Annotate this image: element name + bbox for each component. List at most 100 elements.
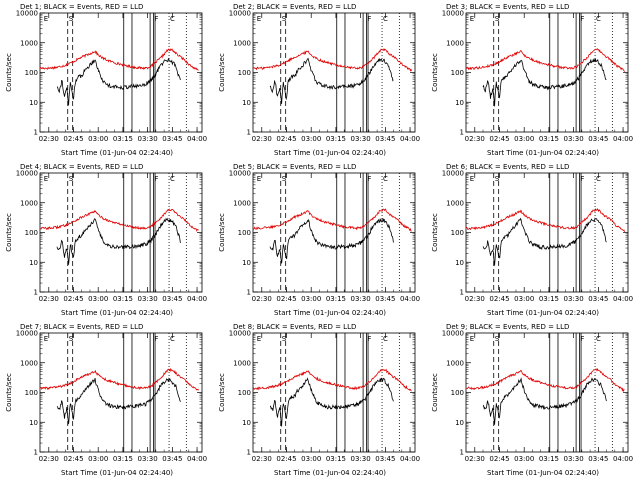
y-tick-label: 10 (242, 259, 251, 267)
y-tick-label: 100 (451, 389, 464, 397)
event-marker-label: C (383, 335, 388, 343)
event-marker-label: F (154, 175, 158, 183)
y-tick-label: 1 (247, 289, 251, 297)
y-tick-label: 10 (455, 419, 464, 427)
y-tick-label: 1000 (446, 39, 464, 47)
x-tick-label: 04:00 (613, 295, 633, 303)
events-series-line (269, 377, 394, 427)
event-marker-label: F (367, 15, 371, 23)
x-tick-label: 03:15 (539, 455, 559, 463)
panel-title: Det 9; BLACK = Events, RED = LLD (446, 323, 569, 331)
event-marker-label: C (596, 175, 601, 183)
panel-title: Det 8; BLACK = Events, RED = LLD (233, 323, 356, 331)
event-marker-label: F (154, 15, 158, 23)
x-tick-label: 04:00 (400, 135, 420, 143)
x-axis-label: Start Time (01-Jun-04 02:24:40) (274, 469, 386, 477)
x-tick-label: 03:30 (351, 135, 371, 143)
x-tick-label: 03:00 (88, 455, 108, 463)
y-tick-label: 1 (460, 129, 464, 137)
x-tick-label: 02:45 (489, 455, 509, 463)
x-tick-label: 03:30 (351, 455, 371, 463)
events-series-line (269, 218, 394, 264)
events-series-line (56, 377, 181, 425)
event-marker-label: C (170, 335, 175, 343)
y-tick-label: 1 (460, 449, 464, 457)
event-marker-label: S (282, 175, 287, 183)
y-tick-label: 1 (34, 449, 38, 457)
event-marker-label: C (170, 175, 175, 183)
x-tick-label: 03:00 (88, 135, 108, 143)
y-tick-label: 10000 (442, 10, 464, 18)
events-series-line (269, 57, 394, 105)
y-tick-label: 10000 (229, 10, 251, 18)
x-tick-label: 02:45 (489, 135, 509, 143)
x-tick-label: 03:30 (138, 455, 158, 463)
plot-area: 1 10 100 1000 10000 02:30 02:45 03:00 03:15 03:30… (442, 10, 633, 144)
detector-panel-8: Det 8; BLACK = Events, RED = LLD 1 10 100 1… (213, 320, 426, 480)
y-tick-label: 100 (238, 229, 251, 237)
y-tick-label: 10 (29, 419, 38, 427)
x-tick-label: 03:45 (588, 135, 608, 143)
x-axis-label: Start Time (01-Jun-04 02:24:40) (61, 309, 173, 317)
x-tick-label: 03:15 (539, 135, 559, 143)
x-tick-label: 03:00 (301, 455, 321, 463)
x-tick-label: 02:45 (63, 295, 83, 303)
plot-area: 1 10 100 1000 10000 02:30 02:45 03:00 03:15 03:30… (16, 330, 207, 464)
y-tick-label: 10000 (16, 330, 38, 338)
y-tick-label: 1000 (446, 359, 464, 367)
event-marker-label: S (282, 335, 287, 343)
x-tick-label: 03:45 (375, 295, 395, 303)
event-marker-label: F (367, 175, 371, 183)
y-tick-label: 100 (238, 69, 251, 77)
x-tick-label: 03:30 (564, 295, 584, 303)
x-tick-label: 02:45 (276, 135, 296, 143)
x-tick-label: 03:45 (375, 135, 395, 143)
y-tick-label: 10000 (442, 330, 464, 338)
y-tick-label: 10000 (16, 170, 38, 178)
event-marker-label: S (495, 175, 500, 183)
y-tick-label: 10000 (442, 170, 464, 178)
y-tick-label: 1000 (233, 39, 251, 47)
event-marker-label: E (470, 175, 474, 183)
event-marker-label: E (44, 335, 48, 343)
x-tick-label: 04:00 (187, 135, 207, 143)
y-axis-label: Counts/sec (5, 53, 13, 92)
plot-area: 1 10 100 1000 10000 02:30 02:45 03:00 03:15 03:30… (229, 170, 420, 304)
panel-svg: Det 2; BLACK = Events, RED = LLD 1101001… (218, 3, 420, 157)
x-tick-label: 03:45 (162, 295, 182, 303)
y-tick-label: 10 (242, 419, 251, 427)
lld-series-line (252, 48, 412, 72)
events-series-line (482, 58, 607, 107)
plot-area: 1 10 100 1000 10000 02:30 02:45 03:00 03:15 03:30… (229, 10, 420, 144)
events-series-line (56, 217, 181, 265)
event-marker-label: C (596, 15, 601, 23)
event-marker-label: S (69, 335, 74, 343)
x-tick-label: 02:45 (489, 295, 509, 303)
x-tick-label: 03:30 (564, 455, 584, 463)
x-tick-label: 03:30 (138, 135, 158, 143)
x-tick-label: 04:00 (613, 135, 633, 143)
lld-series-line (39, 48, 199, 71)
y-tick-label: 10 (242, 99, 251, 107)
x-tick-label: 03:30 (138, 295, 158, 303)
x-tick-label: 04:00 (400, 455, 420, 463)
y-tick-label: 1000 (233, 359, 251, 367)
events-series-line (57, 57, 181, 106)
y-tick-label: 1 (247, 129, 251, 137)
x-tick-label: 02:45 (63, 455, 83, 463)
x-axis-label: Start Time (01-Jun-04 02:24:40) (274, 309, 386, 317)
event-marker-label: S (282, 15, 287, 23)
events-series-line (482, 377, 607, 425)
x-tick-label: 02:30 (465, 295, 485, 303)
x-tick-label: 02:45 (63, 135, 83, 143)
detector-panel-6: Det 6; BLACK = Events, RED = LLD 1 10 100 1… (426, 160, 639, 320)
y-tick-label: 100 (25, 69, 38, 77)
x-tick-label: 03:45 (162, 135, 182, 143)
x-axis-label: Start Time (01-Jun-04 02:24:40) (487, 469, 599, 477)
x-tick-label: 04:00 (187, 455, 207, 463)
panel-svg: Det 6; BLACK = Events, RED = LLD 1101001… (431, 163, 633, 317)
detector-panel-3: Det 3; BLACK = Events, RED = LLD 1 10 100 1… (426, 0, 639, 160)
y-tick-label: 1 (34, 129, 38, 137)
panel-svg: Det 4; BLACK = Events, RED = LLD 1101001… (5, 163, 207, 317)
plot-area: 1 10 100 1000 10000 02:30 02:45 03:00 03:15 03:30… (442, 330, 633, 464)
